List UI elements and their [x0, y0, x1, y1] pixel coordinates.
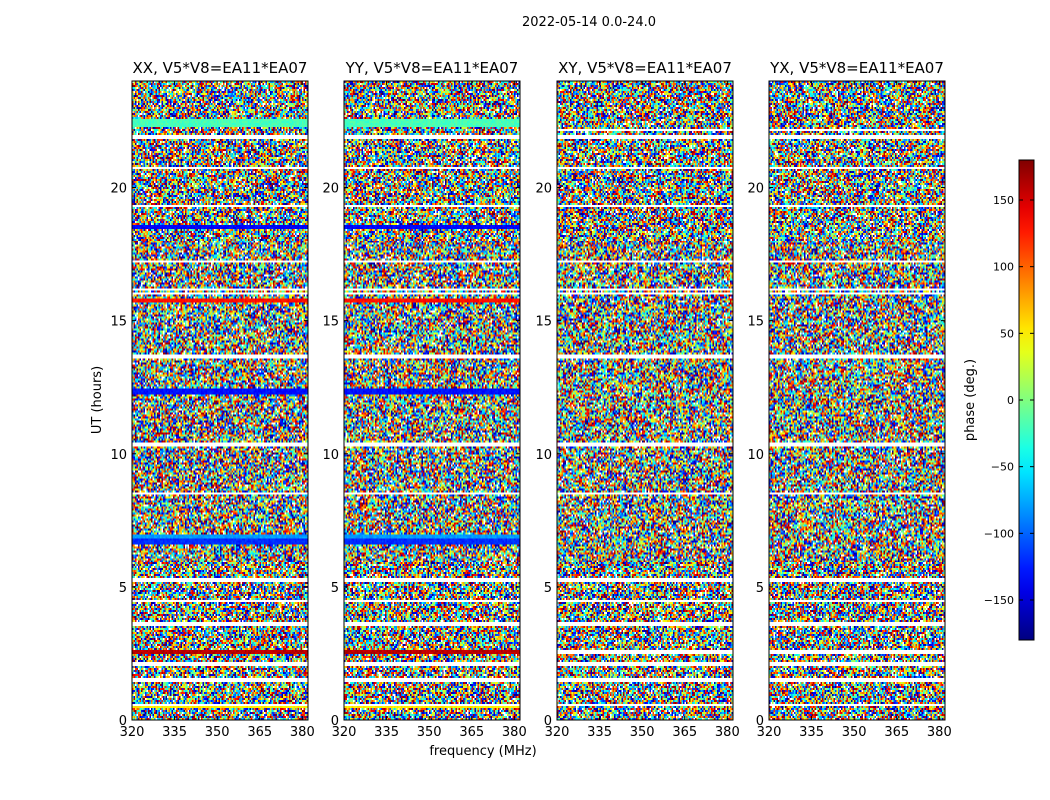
y-tick-label: 5	[756, 581, 764, 596]
y-tick-label: 15	[747, 315, 764, 330]
y-tick-label: 10	[322, 448, 339, 463]
x-tick-label: 350	[630, 725, 655, 740]
panel-4: YX, V5*V8=EA11*EA07 320 335 350 365 380 0 5 10 15…	[747, 59, 951, 740]
y-tick-label: 5	[331, 581, 339, 596]
y-tick-label: 10	[747, 448, 764, 463]
x-tick-label: 335	[162, 725, 187, 740]
y-tick-label: 15	[322, 315, 339, 330]
panel-3: XY, V5*V8=EA11*EA07 320 335 350 365 380 0 5 10 15…	[535, 59, 739, 740]
colorbar-tick-label: 50	[1000, 327, 1014, 340]
panel-2: YY, V5*V8=EA11*EA07 320 335 350 365 380 0 5 10 15…	[322, 59, 526, 740]
y-tick-label: 0	[756, 714, 764, 729]
y-tick-label: 20	[535, 182, 552, 197]
y-axis-label: UT (hours)	[90, 366, 105, 434]
y-tick-label: 0	[119, 714, 127, 729]
colorbar-tick-label: 100	[993, 261, 1014, 274]
colorbar-tick-label: −50	[991, 461, 1014, 474]
colorbar-tick-label: 150	[993, 194, 1014, 207]
x-tick-label: 320	[757, 725, 782, 740]
x-tick-label: 380	[502, 725, 527, 740]
y-tick-label: 20	[747, 182, 764, 197]
y-tick-label: 5	[544, 581, 552, 596]
y-tick-label: 5	[119, 581, 127, 596]
y-tick-label: 20	[322, 182, 339, 197]
colorbar: 150 100 50 0 −50 −100 −150	[984, 159, 1035, 641]
x-tick-label: 335	[799, 725, 824, 740]
panel-title: YY, V5*V8=EA11*EA07	[345, 59, 519, 77]
x-axis-label: frequency (MHz)	[429, 744, 536, 759]
x-tick-label: 320	[545, 725, 570, 740]
x-tick-label: 365	[459, 725, 484, 740]
x-tick-label: 365	[884, 725, 909, 740]
phase-heatmap	[557, 81, 733, 720]
panel-title: XY, V5*V8=EA11*EA07	[558, 59, 732, 77]
x-tick-label: 350	[417, 725, 442, 740]
y-tick-label: 0	[544, 714, 552, 729]
panel-title: YX, V5*V8=EA11*EA07	[769, 59, 944, 77]
x-tick-label: 320	[332, 725, 357, 740]
phase-heatmap	[769, 81, 945, 720]
phase-heatmap	[344, 81, 520, 720]
plot-frame	[768, 80, 946, 721]
plot-frame	[343, 80, 521, 721]
colorbar-label: phase (deg.)	[963, 359, 978, 441]
x-tick-label: 380	[290, 725, 315, 740]
y-tick-label: 0	[331, 714, 339, 729]
plot-frame	[131, 80, 309, 721]
y-tick-label: 10	[535, 448, 552, 463]
x-tick-label: 335	[587, 725, 612, 740]
y-tick-label: 10	[110, 448, 127, 463]
phase-heatmap	[132, 81, 308, 720]
x-tick-label: 365	[247, 725, 272, 740]
x-tick-label: 380	[715, 725, 740, 740]
x-tick-label: 365	[672, 725, 697, 740]
colorbar-tick-label: −150	[984, 594, 1014, 607]
y-tick-label: 15	[110, 315, 127, 330]
panel-1: XX, V5*V8=EA11*EA07 320 335 350 365 380 0 5 10 15…	[110, 59, 314, 740]
colorbar-tick-label: −100	[984, 527, 1014, 540]
suptitle: 2022-05-14 0.0-24.0	[522, 15, 656, 30]
x-tick-label: 335	[374, 725, 399, 740]
x-tick-label: 380	[927, 725, 952, 740]
y-tick-label: 20	[110, 182, 127, 197]
colorbar-tick-label: 0	[1007, 394, 1014, 407]
x-tick-label: 350	[205, 725, 230, 740]
plot-frame	[556, 80, 734, 721]
panel-title: XX, V5*V8=EA11*EA07	[133, 59, 308, 77]
x-tick-label: 320	[120, 725, 145, 740]
x-tick-label: 350	[842, 725, 867, 740]
panels-group: XX, V5*V8=EA11*EA07 320 335 350 365 380 0 5 10 15…	[110, 59, 951, 740]
y-tick-label: 15	[535, 315, 552, 330]
